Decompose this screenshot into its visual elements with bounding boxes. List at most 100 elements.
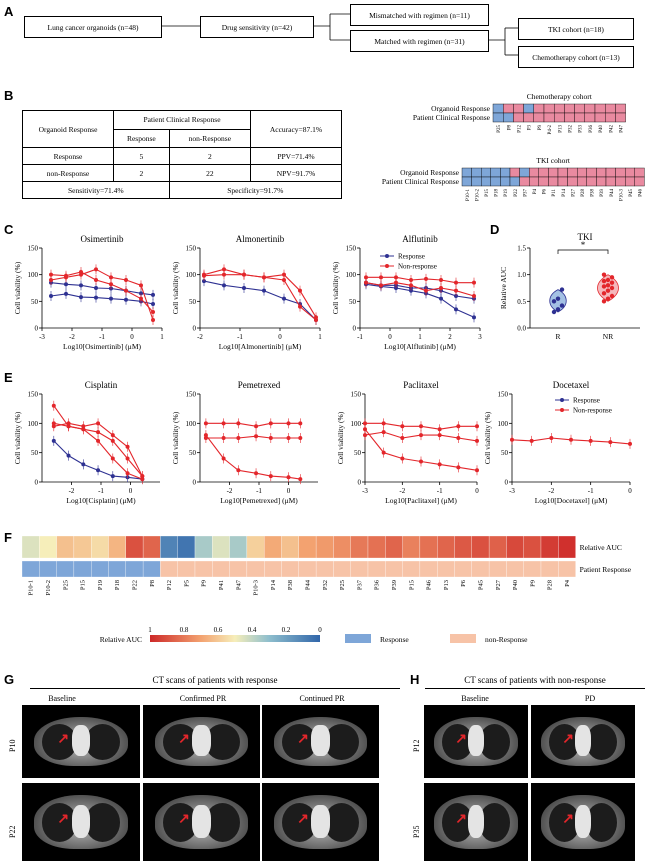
cisplatin-data-point <box>110 438 115 443</box>
heatmap-response-cell <box>471 560 490 578</box>
almonertinib-x-tick-label: -2 <box>197 333 203 341</box>
pemetrexed-data-point <box>286 421 291 426</box>
heatmap-auc-cell <box>142 535 161 559</box>
violin-point <box>601 278 607 284</box>
docetaxel-y-label: Cell viability (%) <box>483 411 492 464</box>
almonertinib-data-point <box>282 296 286 301</box>
chemo-patient-cell <box>574 112 586 123</box>
chemo-row1: Organoid Response <box>431 104 490 113</box>
pemetrexed-series-line <box>205 422 301 427</box>
paclitaxel-data-point <box>456 424 461 429</box>
flow-mismatched: Mismatched with regimen (n=11) <box>350 4 489 26</box>
heatmap-auc-cell <box>91 535 109 559</box>
paclitaxel-data-point <box>400 456 405 461</box>
alflutinib-x-tick-label: 2 <box>448 333 452 341</box>
tki-id-label: P45 <box>629 189 634 197</box>
almonertinib-x-tick-label: -1 <box>237 333 243 341</box>
heatmap-row-auc: Relative AUC <box>580 543 622 552</box>
heatmap-response-cell <box>488 560 507 578</box>
heatmap-auc-cell <box>540 535 559 559</box>
cisplatin-data-point <box>110 456 115 461</box>
osimertinib-data-point <box>79 283 83 288</box>
tki-patient-cell <box>605 176 616 187</box>
ct-scan-image: ↗ <box>22 705 140 778</box>
tki-id-label: P44 <box>610 189 615 197</box>
tki-organoid-cell <box>605 167 616 178</box>
almonertinib-data-point <box>282 272 286 277</box>
tki-patient-cell <box>500 176 511 187</box>
tki-row2: Patient Clinical Response <box>382 177 460 186</box>
cisplatin-x-tick-label: 0 <box>129 487 133 495</box>
e-legend-marker <box>560 408 564 412</box>
violin-point <box>551 299 557 304</box>
heatmap-scale-tick: 0.4 <box>248 626 257 634</box>
ct-h-rule <box>425 688 645 689</box>
heatmap-id-label: P40 <box>512 580 519 590</box>
chemo-patient-cell <box>594 112 606 123</box>
heatmap-auc-cell <box>402 535 421 559</box>
tki-patient-cell <box>625 176 636 187</box>
tki-organoid-cell <box>538 167 549 178</box>
heatmap-response-cell <box>212 560 230 578</box>
heatmap-response-cell <box>73 560 92 578</box>
pemetrexed-y-tick-label: 150 <box>186 391 197 399</box>
docetaxel-data-point <box>549 436 554 440</box>
heatmap-row-response: Patient Response <box>580 565 632 574</box>
pemetrexed-data-point <box>236 436 241 440</box>
tki-organoid-cell <box>576 167 587 178</box>
chemo-patient-cell <box>513 112 524 123</box>
alflutinib-data-point <box>364 275 368 280</box>
ct-scan-image: ↗ <box>531 705 635 778</box>
pemetrexed-series-line <box>205 435 301 439</box>
flow-tki-cohort: TKI cohort (n=18) <box>518 18 634 40</box>
tki-organoid-cell <box>586 167 597 178</box>
violin-point <box>609 275 615 280</box>
heatmap-response-cell <box>350 560 369 578</box>
osimertinib-x-label: Log10[Osimertinib] (μM) <box>63 342 141 351</box>
ct-g-row-p10: P10 <box>8 739 17 752</box>
tki-id-label: P6 <box>543 189 548 195</box>
chemo-row2: Patient Clinical Response <box>413 113 491 122</box>
cisplatin-y-tick-label: 100 <box>28 420 39 428</box>
alflutinib-data-point <box>472 280 476 285</box>
violin-significance-star: * <box>581 240 586 250</box>
pemetrexed-data-point <box>298 436 303 440</box>
cisplatin-data-point <box>110 433 115 438</box>
docetaxel-data-point <box>529 438 534 443</box>
chemo-patient-cell <box>492 112 504 123</box>
heatmap-id-label: P22 <box>131 580 138 590</box>
table-specificity: Specificity=91.7% <box>168 181 343 199</box>
pemetrexed-x-tick-label: -2 <box>227 487 233 495</box>
paclitaxel-data-point <box>363 421 367 426</box>
docetaxel-x-tick-label: 0 <box>628 487 632 495</box>
chemo-organoid-cell <box>523 103 535 114</box>
cisplatin-data-point <box>125 471 130 476</box>
almonertinib-data-point <box>202 279 206 284</box>
cisplatin-x-tick-label: -2 <box>69 487 75 495</box>
tki-organoid-cell <box>567 167 578 178</box>
tki-patient-cell <box>557 176 568 187</box>
violin-y-tick-label: 0.0 <box>517 325 526 333</box>
heatmap-scale-label: Relative AUC <box>100 635 142 644</box>
heatmap-color-scale <box>150 635 320 642</box>
osimertinib-series-line <box>50 293 154 305</box>
almonertinib-data-point <box>298 288 302 293</box>
pemetrexed-x-tick-label: 0 <box>287 487 291 495</box>
heatmap-id-label: P32 <box>322 580 329 590</box>
chemo-id-label: P40 <box>599 125 604 133</box>
alflutinib-y-tick-label: 150 <box>346 245 357 253</box>
osimertinib-data-point <box>64 275 68 280</box>
osimertinib-series-line <box>50 282 154 296</box>
flow-chemo-cohort: Chemotherapy cohort (n=13) <box>518 46 634 68</box>
docetaxel-data-point <box>588 438 593 443</box>
tki-patient-cell <box>461 176 472 187</box>
heatmap-response-cell <box>56 560 75 578</box>
violin-category-label: NR <box>603 332 613 341</box>
alflutinib-data-point <box>409 278 413 282</box>
osimertinib-data-point <box>79 272 83 277</box>
pemetrexed-series-line <box>205 434 301 480</box>
panel-label-f: F <box>4 530 12 545</box>
pemetrexed-data-point <box>298 477 303 482</box>
